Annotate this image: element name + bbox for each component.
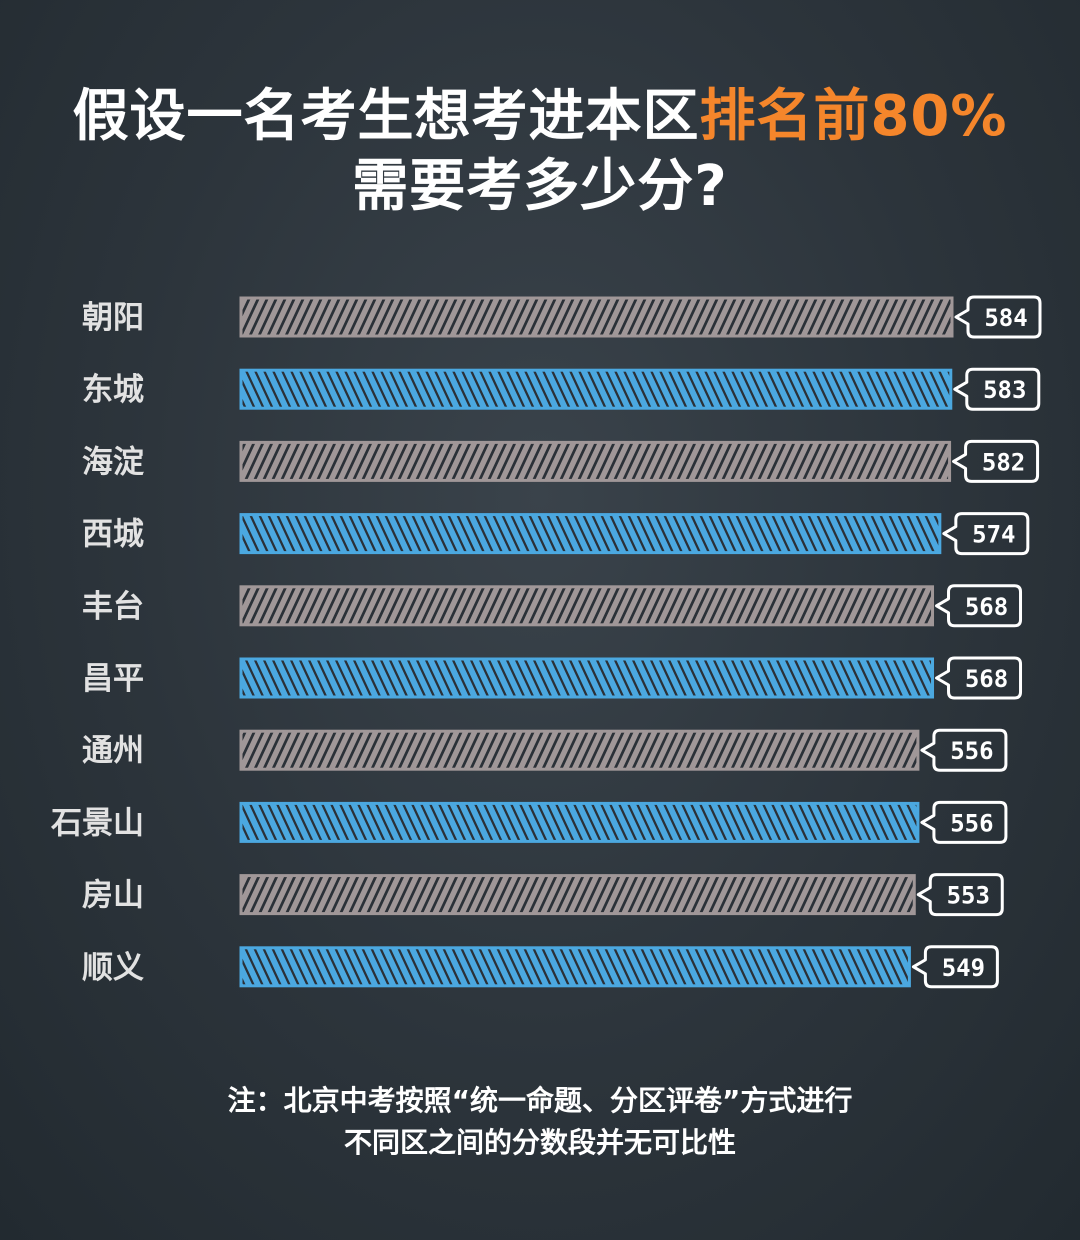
value-label: 568 bbox=[965, 593, 1008, 621]
value-tag bbox=[916, 873, 1004, 917]
title-line-1: 假设一名考生想考进本区排名前80% bbox=[0, 82, 1080, 152]
bar bbox=[239, 874, 916, 916]
value-tag bbox=[954, 295, 1042, 339]
bars-group: 朝阳 584 东城 583 海淀 582 西城 574 丰台 568 昌平 568 通州 556 石景山 55… bbox=[50, 295, 1042, 989]
category-label: 西城 bbox=[82, 517, 144, 553]
category-label: 房山 bbox=[82, 878, 144, 914]
value-label: 556 bbox=[950, 809, 993, 837]
value-label: 582 bbox=[982, 448, 1025, 476]
category-label: 通州 bbox=[82, 733, 144, 769]
value-tag bbox=[953, 367, 1041, 411]
value-label: 553 bbox=[947, 882, 990, 910]
value-label: 556 bbox=[950, 737, 993, 765]
category-label: 丰台 bbox=[82, 589, 144, 625]
value-tag bbox=[911, 945, 999, 989]
footnote: 注：北京中考按照“统一命题、分区评卷”方式进行 不同区之间的分数段并无可比性 bbox=[0, 1080, 1080, 1164]
category-label: 顺义 bbox=[82, 950, 144, 986]
title-highlight: 排名前80% bbox=[699, 84, 1008, 149]
value-tag bbox=[920, 800, 1008, 844]
bar bbox=[239, 946, 911, 988]
footnote-line-1: 注：北京中考按照“统一命题、分区评卷”方式进行 bbox=[227, 1084, 853, 1117]
value-label: 549 bbox=[942, 954, 985, 982]
bar bbox=[239, 368, 953, 410]
bar bbox=[239, 585, 935, 627]
title-line-2: 需要考多少分? bbox=[352, 154, 728, 219]
value-tag bbox=[942, 512, 1030, 556]
bar-chart: 朝阳 584 东城 583 海淀 582 西城 574 丰台 568 昌平 568 通州 556 石景山 55… bbox=[50, 295, 1042, 989]
chart-title: 假设一名考生想考进本区排名前80% 需要考多少分? bbox=[0, 82, 1080, 222]
value-tag bbox=[935, 656, 1023, 700]
value-label: 584 bbox=[984, 304, 1027, 332]
category-label: 东城 bbox=[82, 372, 144, 408]
category-label: 石景山 bbox=[50, 805, 144, 841]
footnote-line-2: 不同区之间的分数段并无可比性 bbox=[343, 1126, 736, 1159]
value-tag bbox=[935, 584, 1023, 628]
category-label: 海淀 bbox=[82, 444, 144, 480]
bar bbox=[239, 513, 942, 555]
value-tag bbox=[920, 728, 1008, 772]
bar bbox=[239, 801, 920, 843]
bar bbox=[239, 729, 920, 771]
bar bbox=[239, 296, 954, 338]
category-label: 昌平 bbox=[82, 661, 144, 697]
category-label: 朝阳 bbox=[82, 300, 144, 336]
value-label: 583 bbox=[983, 376, 1026, 404]
bar bbox=[239, 440, 952, 482]
title-line-1-prefix: 假设一名考生想考进本区 bbox=[72, 84, 700, 149]
value-label: 568 bbox=[965, 665, 1008, 693]
value-label: 574 bbox=[972, 521, 1015, 549]
value-tag bbox=[952, 439, 1040, 483]
bar bbox=[239, 657, 935, 699]
